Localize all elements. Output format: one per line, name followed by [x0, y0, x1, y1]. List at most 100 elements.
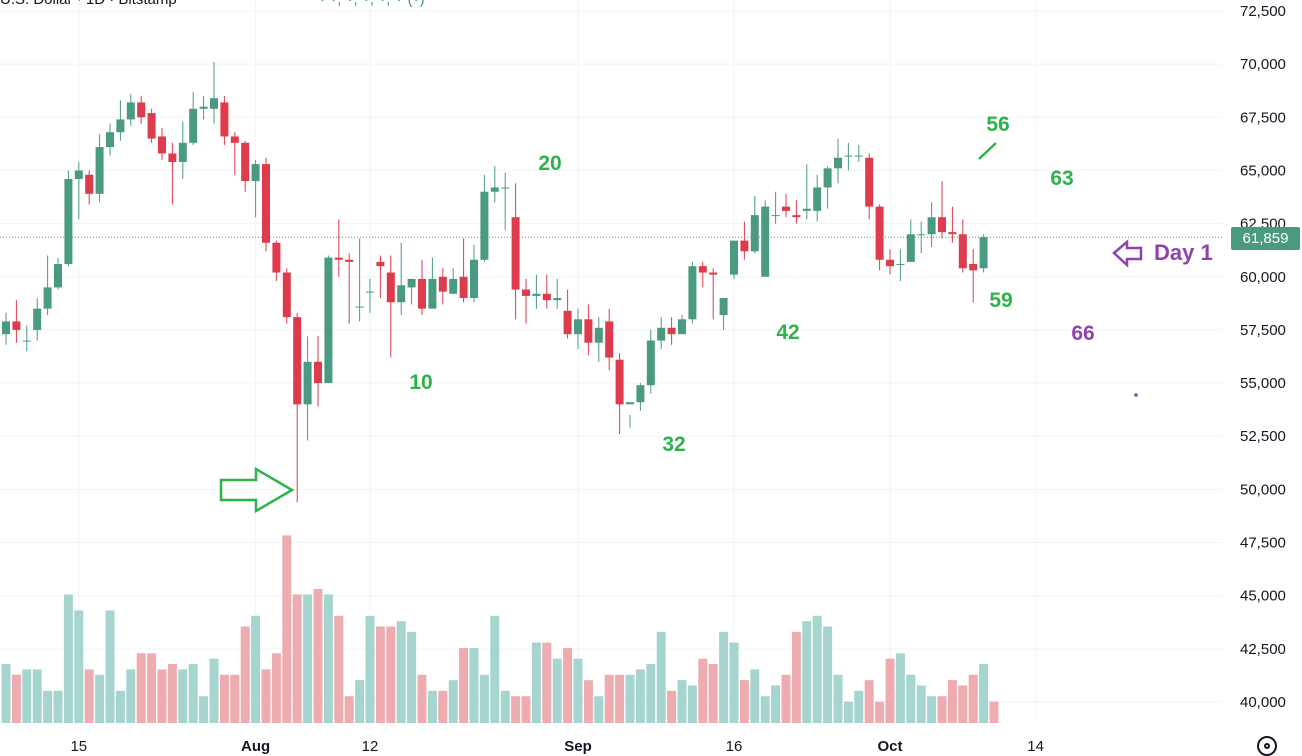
candle-body	[532, 293, 541, 296]
candle-body	[823, 168, 832, 188]
candle-body	[792, 215, 801, 218]
price-tick-label: 52,500	[1240, 428, 1286, 445]
annotation-63: 63	[1050, 167, 1073, 190]
volume-bar	[625, 674, 635, 723]
volume-bar	[136, 653, 146, 723]
candle-body	[54, 264, 62, 288]
price-tick-label: 70,000	[1240, 56, 1286, 73]
candle-body	[626, 402, 634, 405]
candle-body	[594, 327, 603, 343]
candle-body	[12, 321, 21, 330]
candle-body	[137, 102, 146, 118]
volume-bar	[188, 664, 198, 723]
candle-body	[241, 142, 250, 182]
volume-bar	[427, 690, 437, 723]
candle-body	[324, 257, 333, 384]
volume-bar	[417, 674, 427, 723]
volume-bar	[687, 685, 697, 723]
volume-bar	[147, 653, 157, 723]
arrow-left-icon	[1112, 239, 1143, 268]
candle-body	[480, 191, 489, 260]
candle-body	[158, 136, 166, 154]
candle-body	[636, 385, 645, 403]
candle-body	[303, 361, 312, 405]
price-tick-label: 67,500	[1240, 109, 1286, 126]
volume-bar	[1, 664, 11, 723]
price-tick-label: 42,500	[1240, 641, 1286, 658]
volume-bar	[396, 621, 406, 723]
volume-bar	[947, 680, 957, 723]
candle-body	[33, 308, 42, 330]
grid-lines	[0, 0, 1222, 720]
volume-bar	[313, 589, 323, 723]
volume-bar	[53, 690, 63, 723]
candle-body	[844, 155, 853, 157]
time-tick-label: 16	[726, 738, 743, 755]
volume-bar	[334, 615, 344, 723]
volume-bar	[63, 594, 73, 723]
ohlc-strip: · ·, ·, ·, ·, · (·)	[320, 0, 426, 8]
volume-bar	[230, 674, 240, 723]
price-tick-label: 55,000	[1240, 375, 1286, 392]
volume-bar	[968, 674, 978, 723]
volume-bar	[407, 631, 417, 723]
annotation-10: 10	[409, 371, 432, 394]
candle-body	[782, 206, 790, 211]
volume-bar	[927, 696, 937, 723]
volume-bar	[500, 690, 510, 723]
candle-body	[449, 278, 458, 294]
volume-bar	[511, 696, 521, 723]
candle-body	[563, 310, 572, 335]
candle-body	[95, 147, 104, 194]
price-tick-label: 45,000	[1240, 588, 1286, 605]
volume-bar	[573, 658, 583, 723]
annotations: 10 20 32 42 56 59 63 66	[219, 113, 1143, 514]
time-tick-label: Oct	[877, 738, 902, 755]
candle-body	[116, 119, 125, 133]
candle-body	[345, 259, 354, 262]
candle-body	[147, 113, 156, 139]
candle-body	[106, 132, 114, 148]
candle-body	[678, 319, 686, 335]
candle-body	[730, 240, 738, 275]
marker-dot	[1134, 393, 1138, 397]
volume-bar	[355, 680, 365, 723]
candle-body	[542, 293, 551, 301]
candle-body	[875, 206, 884, 260]
volume-bar	[552, 658, 562, 723]
annotation-66: 66	[1071, 322, 1094, 345]
volume-bar	[386, 626, 396, 723]
volume-bar	[781, 674, 791, 723]
candle-body	[314, 361, 322, 384]
time-tick-label: 12	[362, 738, 379, 755]
price-tick-label: 72,500	[1240, 3, 1286, 20]
candle-body	[646, 340, 655, 386]
time-axis: 15 Aug 12 Sep 16 Oct 14	[70, 738, 1043, 755]
volume-bar	[615, 674, 625, 723]
candle-body	[522, 289, 530, 296]
candle-body	[813, 187, 822, 211]
volume-bar	[823, 626, 833, 723]
symbol-title: U.S. Dollar · 1D · Bitstamp	[0, 0, 177, 8]
volume-bar	[791, 631, 801, 723]
current-price-label: 61,859	[1231, 227, 1300, 250]
volume-bar	[542, 642, 552, 723]
candle-body	[386, 272, 395, 303]
candle-body	[199, 106, 208, 109]
volume-bar	[719, 631, 729, 723]
candle-body	[220, 102, 229, 137]
time-tick-label: 15	[70, 738, 87, 755]
volume-bar	[646, 664, 656, 723]
volume-bar	[219, 674, 229, 723]
candle-body	[230, 136, 239, 143]
volume-bar	[739, 680, 749, 723]
candle-body	[43, 287, 52, 309]
settings-icon[interactable]	[1257, 736, 1277, 756]
time-tick-label: Sep	[564, 738, 592, 755]
candle-body	[251, 164, 260, 182]
volume-bar	[490, 615, 500, 723]
candle-body	[85, 174, 94, 194]
volume-bar	[563, 647, 573, 723]
candle-body	[501, 187, 510, 189]
